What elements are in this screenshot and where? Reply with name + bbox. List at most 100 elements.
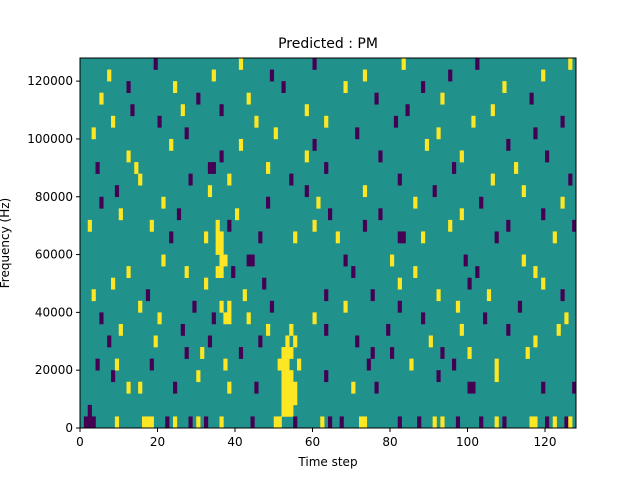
heatmap-cell xyxy=(281,404,286,417)
heatmap-cell xyxy=(188,173,193,186)
y-tick-label: 0 xyxy=(65,421,73,435)
heatmap-cell xyxy=(165,416,170,429)
heatmap-cell xyxy=(324,370,329,383)
heatmap-cell xyxy=(145,289,151,302)
heatmap-cell xyxy=(564,416,569,429)
heatmap-cell xyxy=(572,219,577,232)
heatmap-cell xyxy=(114,358,120,371)
heatmap-cell xyxy=(479,416,484,429)
heatmap-cell xyxy=(277,358,282,371)
heatmap-cell xyxy=(219,266,224,278)
heatmap-cell xyxy=(541,208,546,221)
heatmap-cell xyxy=(180,323,185,336)
heatmap-cell xyxy=(452,162,457,174)
heatmap-cell xyxy=(374,381,379,394)
heatmap-cell xyxy=(157,115,162,128)
x-axis-ticks: 0 20 40 60 80 100 120 xyxy=(76,428,556,449)
heatmap-cell xyxy=(184,127,189,140)
heatmap-cell xyxy=(506,219,511,232)
heatmap-cell xyxy=(475,266,480,278)
heatmap-cell xyxy=(413,196,418,209)
heatmap-cell xyxy=(289,347,294,359)
heatmap-cell xyxy=(176,208,182,221)
heatmap-cell xyxy=(506,138,511,151)
heatmap-cell xyxy=(138,381,143,394)
heatmap-cell xyxy=(250,416,255,429)
heatmap-cell xyxy=(87,416,92,429)
heatmap-cell xyxy=(285,347,290,359)
heatmap-cell xyxy=(219,300,224,313)
heatmap-cell xyxy=(494,231,499,244)
heatmap-cell xyxy=(87,219,92,232)
y-tick-label: 100000 xyxy=(27,132,73,146)
heatmap-cell xyxy=(219,254,224,267)
heatmap-cell xyxy=(95,358,100,371)
heatmap-cell xyxy=(479,196,484,209)
heatmap-cell xyxy=(494,416,499,429)
x-tick-label: 20 xyxy=(150,435,165,449)
heatmap-cell xyxy=(397,277,402,290)
heatmap-cell xyxy=(192,300,197,313)
heatmap-cell xyxy=(533,266,538,278)
heatmap-cell xyxy=(289,393,294,406)
heatmap-cell xyxy=(362,219,368,232)
heatmap-cell xyxy=(138,173,143,186)
heatmap-cell xyxy=(223,254,228,267)
heatmap-cell xyxy=(328,208,333,221)
heatmap-cell xyxy=(238,347,244,359)
heatmap-cell xyxy=(324,162,329,174)
heatmap-cell xyxy=(397,173,402,186)
heatmap-cell xyxy=(293,393,298,406)
heatmap-cell xyxy=(452,358,457,371)
heatmap-cell xyxy=(91,127,96,140)
heatmap-cell xyxy=(285,335,290,348)
heatmap-cell xyxy=(173,416,178,429)
heatmap-cell xyxy=(157,312,162,325)
heatmap-cell xyxy=(153,58,158,70)
heatmap-cell xyxy=(502,416,507,429)
heatmap-cell xyxy=(149,219,154,232)
heatmap-cell xyxy=(459,208,464,221)
heatmap-cell xyxy=(266,162,271,174)
heatmap-cell xyxy=(231,266,236,278)
heatmap-cell xyxy=(184,347,189,359)
y-tick-label: 80000 xyxy=(35,190,73,204)
heatmap-cell xyxy=(343,254,348,267)
heatmap-cell xyxy=(390,254,395,267)
heatmap-cell xyxy=(281,347,286,359)
heatmap-cell xyxy=(335,231,340,244)
heatmap-cell xyxy=(459,323,464,336)
heatmap-cell xyxy=(118,208,123,221)
heatmap-cell xyxy=(490,104,495,117)
heatmap-cell xyxy=(91,289,96,302)
heatmap-cell xyxy=(258,335,263,348)
heatmap-cell xyxy=(173,81,178,93)
heatmap-cells xyxy=(83,58,577,429)
heatmap-cell xyxy=(223,358,228,371)
heatmap-cell xyxy=(242,289,247,302)
heatmap-cell xyxy=(436,370,441,383)
heatmap-cell xyxy=(572,381,577,394)
heatmap-cell xyxy=(289,173,294,186)
y-tick-label: 20000 xyxy=(35,363,73,377)
heatmap-cell xyxy=(432,185,437,198)
heatmap-cell xyxy=(459,150,464,163)
heatmap-cell xyxy=(432,416,437,429)
heatmap-cell xyxy=(207,335,213,348)
x-axis-label: Time step xyxy=(297,455,357,469)
heatmap-cell xyxy=(351,381,356,394)
heatmap-cell xyxy=(153,335,158,348)
heatmap-cell xyxy=(281,358,286,371)
heatmap-cell xyxy=(118,323,123,336)
heatmap-cell xyxy=(215,231,220,244)
heatmap-cell xyxy=(533,416,538,429)
heatmap-cell xyxy=(285,404,290,417)
heatmap-cell xyxy=(111,115,116,128)
x-tick-label: 40 xyxy=(227,435,242,449)
heatmap-cell xyxy=(293,231,298,244)
heatmap-cell xyxy=(169,231,174,244)
heatmap-cell xyxy=(215,266,220,278)
heatmap-cell xyxy=(285,393,290,406)
heatmap-cell xyxy=(293,335,298,348)
heatmap-cell xyxy=(362,69,368,82)
